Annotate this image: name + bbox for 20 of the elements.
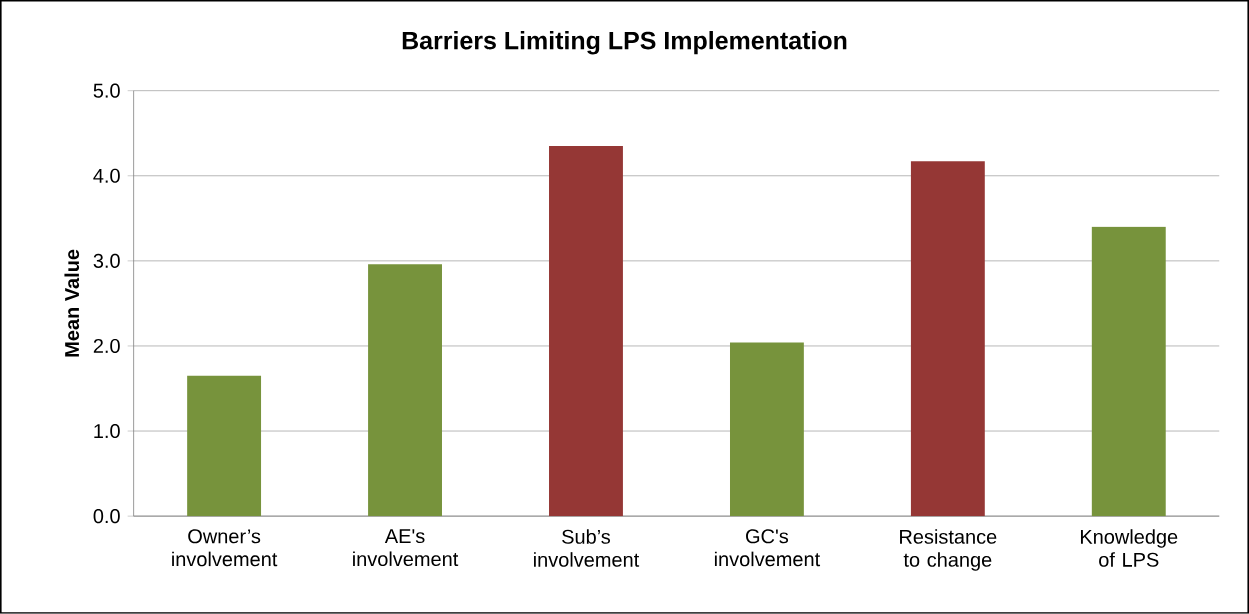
x-tick-label: Owner’s involvement [172,529,278,567]
bar [910,161,985,517]
chart-title: Barriers Limiting LPS Implementation [402,31,847,55]
bar [549,146,623,517]
x-tick-label: Knowledge of LPS [1080,529,1178,567]
x-tick-label: Sub’s involvement [534,529,640,567]
y-axis-title: Mean Value [64,249,80,357]
x-tick-label: Resistance to change [900,529,997,571]
bar [729,342,804,517]
bar [1091,226,1166,517]
x-tick-label: AE's involvement [353,529,459,567]
y-tick-label: 1.0 [94,424,120,439]
y-tick-label: 5.0 [93,83,120,98]
y-tick-label: 3.0 [93,253,120,269]
x-tick-label: GC's involvement [714,529,821,567]
bar [187,375,262,517]
y-tick-label: 2.0 [93,338,120,354]
y-tick-label: 0.0 [93,509,120,524]
bar [368,264,442,517]
y-tick-label: 4.0 [93,168,120,183]
